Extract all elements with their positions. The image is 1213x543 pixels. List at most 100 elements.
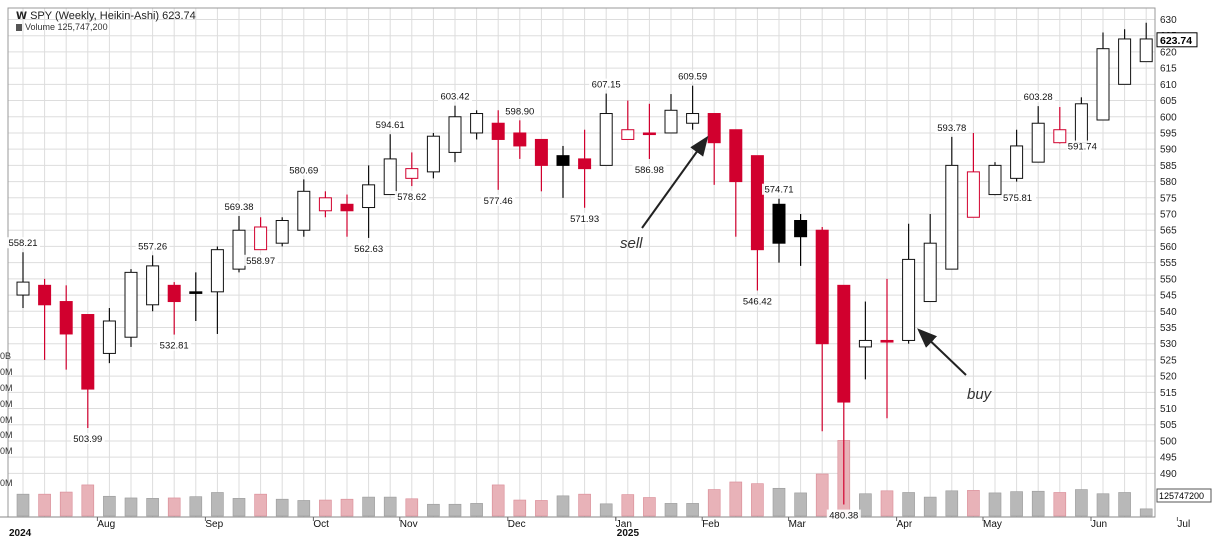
candle-body bbox=[124, 271, 138, 338]
x-month-label: May bbox=[983, 519, 1002, 530]
candle bbox=[794, 214, 808, 266]
volume-bar bbox=[405, 498, 419, 517]
price-label: 503.99 bbox=[70, 433, 105, 445]
volume-legend-text: Volume 125,747,200 bbox=[25, 22, 108, 32]
price-label-bg bbox=[351, 242, 386, 254]
candle-body bbox=[621, 129, 635, 140]
y-axis: 490 495 500 505 510 515 520 525 530 535 540 545 550 5… bbox=[1156, 15, 1198, 480]
volume-last-text: 125747200 bbox=[1159, 491, 1204, 501]
volume-bar bbox=[275, 498, 289, 517]
price-label-text: 593.78 bbox=[937, 123, 966, 134]
candle-body bbox=[1010, 145, 1024, 179]
volume-bar bbox=[211, 492, 224, 517]
candle bbox=[232, 216, 246, 273]
price-label: 603.42 bbox=[438, 90, 472, 103]
price-label-text: 591.74 bbox=[1068, 142, 1097, 153]
price-label: 609.59 bbox=[675, 70, 710, 83]
candles bbox=[16, 22, 1153, 505]
volume-bar bbox=[535, 500, 548, 517]
price-label-bg bbox=[502, 105, 537, 117]
x-month-label: Jul bbox=[1177, 519, 1190, 530]
price-label-text: 574.71 bbox=[764, 185, 793, 196]
volume-bar bbox=[664, 503, 678, 517]
x-month-label: Apr bbox=[897, 519, 913, 530]
volume-bar bbox=[38, 493, 51, 517]
candle-body bbox=[470, 113, 484, 134]
price-label-text: 480.38 bbox=[829, 511, 858, 522]
candle bbox=[750, 155, 764, 291]
volume-tick-label: 0M bbox=[0, 415, 13, 425]
volume-bar bbox=[103, 495, 116, 517]
candle-body bbox=[59, 301, 73, 335]
annotation-text: buy bbox=[967, 386, 993, 403]
candle-body bbox=[858, 339, 872, 348]
candle bbox=[297, 179, 311, 237]
candle bbox=[664, 94, 678, 134]
price-label-bg bbox=[222, 201, 256, 213]
volume-bar bbox=[751, 483, 764, 517]
x-month-label: Feb bbox=[702, 519, 720, 530]
candle bbox=[837, 284, 851, 505]
y-tick-label: 555 bbox=[1160, 258, 1177, 269]
candle bbox=[534, 138, 548, 192]
y-tick-label: 630 bbox=[1160, 15, 1177, 26]
price-labels: 558.21 503.99 557.26 532.81 569.38 558.97 580.… bbox=[6, 70, 1101, 522]
volume-bar bbox=[470, 503, 483, 517]
price-label-text: 577.46 bbox=[484, 196, 513, 207]
y-tick-label: 510 bbox=[1160, 404, 1177, 415]
candle bbox=[167, 282, 181, 335]
candle-body bbox=[556, 155, 570, 166]
candle-body bbox=[923, 242, 937, 303]
candle-body bbox=[340, 203, 354, 212]
volume-bar bbox=[772, 487, 786, 517]
x-month-label: Nov bbox=[400, 519, 418, 530]
price-label-bg bbox=[1002, 192, 1036, 204]
candle-body bbox=[794, 220, 808, 238]
volume-bar bbox=[1096, 493, 1110, 517]
candle bbox=[340, 194, 354, 237]
candle-body bbox=[318, 197, 332, 212]
y-tick-label: 615 bbox=[1160, 64, 1177, 75]
volume-bar bbox=[707, 489, 721, 517]
y-tick-label: 550 bbox=[1160, 274, 1177, 285]
candle-body bbox=[232, 229, 246, 270]
candle bbox=[578, 129, 592, 208]
price-label-text: 586.98 bbox=[635, 165, 664, 176]
candle bbox=[102, 308, 116, 364]
price-label: 603.28 bbox=[1021, 91, 1056, 103]
candle-body bbox=[707, 113, 721, 144]
volume-bar bbox=[340, 498, 354, 517]
candle-body bbox=[448, 116, 462, 153]
candle bbox=[729, 129, 743, 237]
candle-body bbox=[189, 291, 203, 294]
candle bbox=[448, 105, 462, 163]
y-tick-label: 595 bbox=[1160, 128, 1177, 139]
volume-bar bbox=[794, 492, 807, 517]
volume-bar bbox=[254, 493, 267, 517]
y-tick-label: 575 bbox=[1160, 193, 1177, 204]
candle-body bbox=[210, 249, 224, 293]
x-year-label: 2025 bbox=[617, 528, 640, 539]
candle bbox=[1010, 129, 1024, 182]
price-label-text: 562.63 bbox=[354, 244, 383, 255]
volume-bar bbox=[81, 484, 95, 517]
volume-last-box bbox=[1156, 488, 1212, 503]
volume-tick-label: 0B bbox=[0, 351, 11, 361]
price-label: 580.69 bbox=[286, 164, 321, 176]
price-label: 591.74 bbox=[1066, 140, 1101, 153]
candle-body bbox=[664, 109, 678, 134]
price-label-bg bbox=[632, 163, 667, 175]
candle bbox=[318, 191, 332, 218]
chart-logo-icon: 𝗪 bbox=[16, 11, 28, 22]
candle bbox=[1139, 22, 1153, 63]
price-label: 574.71 bbox=[762, 183, 796, 196]
y-tick-label: 540 bbox=[1160, 307, 1177, 318]
price-label-bg bbox=[740, 295, 775, 307]
candle bbox=[966, 132, 980, 218]
price-label-text: 546.42 bbox=[743, 296, 772, 307]
x-year-label: 2024 bbox=[9, 528, 32, 539]
volume-bar bbox=[383, 496, 397, 517]
y-tick-label: 520 bbox=[1160, 372, 1177, 383]
last-price-tag: 623.74 bbox=[1156, 32, 1198, 48]
